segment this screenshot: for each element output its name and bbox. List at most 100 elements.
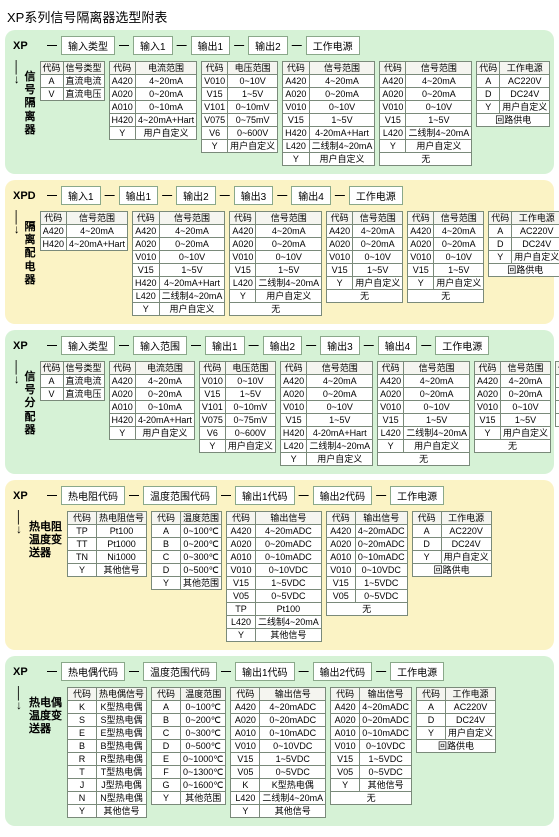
table-cell: 其他信号	[260, 805, 326, 818]
table-cell: 用户自定义	[434, 277, 484, 290]
table-row: G0~1600℃	[152, 779, 226, 792]
table-cell: DC24V	[500, 88, 550, 101]
table-header-cell: 输出信号	[260, 688, 326, 701]
table-cell: 回路供电	[489, 264, 559, 277]
table-row: Y其他范围	[152, 577, 222, 590]
dash: —	[221, 666, 231, 677]
table-cell: Y	[109, 127, 136, 140]
table-cell: DC24V	[441, 538, 491, 551]
table-cell: V05	[326, 590, 355, 603]
table-row: A0100~10mADC	[331, 727, 412, 740]
table-row: V151~5V	[133, 264, 225, 277]
table-header-cell: 代码	[283, 62, 310, 75]
table-cell: 无	[474, 440, 550, 453]
table-cell: 0~10mADC	[260, 727, 326, 740]
data-table: 代码信号范围A4204~20mAA0200~20mAV0100~10VV151~…	[280, 361, 373, 466]
header-box: 输出3	[320, 336, 360, 355]
table-cell: 0~20mA	[434, 238, 484, 251]
table-row: V151~5VDC	[231, 753, 326, 766]
table-cell: 用户自定义	[501, 427, 551, 440]
table-row: A4204~20mA	[378, 375, 470, 388]
table-row: NN型热电偶	[68, 792, 147, 805]
table-row: A4204~20mA	[133, 225, 225, 238]
table-row: DDC24V	[416, 714, 495, 727]
table-row: DDC24V	[489, 238, 559, 251]
table-cell: 0~10V	[228, 75, 278, 88]
table-row: A4204~20mA	[280, 375, 372, 388]
dash: —	[249, 340, 259, 351]
table-header-cell: 代码	[40, 362, 63, 375]
table-cell: 1~5V	[404, 414, 470, 427]
table-cell: 直流电压	[63, 88, 104, 101]
side-label: 隔离配电器	[25, 221, 36, 287]
table-row: V151~5V	[202, 88, 278, 101]
table-row: 回路供电	[412, 564, 491, 577]
table-row: V1010~10mV	[199, 401, 275, 414]
table-row: F0~1300℃	[152, 766, 226, 779]
table-row: V0100~10V	[199, 375, 275, 388]
table-row: L420二线制4~20mA	[380, 127, 472, 140]
table-cell: V010	[408, 251, 434, 264]
table-cell: A020	[280, 388, 307, 401]
table-cell: 0~20mADC	[260, 714, 326, 727]
table-cell: 0~10VDC	[360, 740, 412, 753]
dash: —	[234, 40, 244, 51]
table-header-cell: 输出信号	[256, 512, 322, 525]
table-cell: V15	[199, 388, 225, 401]
table-cell: V010	[331, 740, 360, 753]
dash: —	[376, 666, 386, 677]
table-cell: A010	[326, 551, 355, 564]
table-cell: D	[412, 538, 441, 551]
table-row: H4204~20mA+Hart	[109, 114, 197, 127]
table-row: V0100~10V	[280, 401, 372, 414]
table-cell: V010	[230, 251, 256, 264]
table-cell: 0~75mV	[228, 114, 278, 127]
table-row: Y其他信号	[331, 779, 412, 792]
table-row: A0200~20mA	[378, 388, 470, 401]
table-row: V050~5VDC	[231, 766, 326, 779]
tables-wrap: 代码热电阻信号TPPt100TTPt1000TNNi1000Y其他信号代码温度范…	[67, 511, 546, 642]
table-cell: S	[68, 714, 97, 727]
table-cell: H420	[283, 127, 310, 140]
table-header-cell: 温度范围	[181, 512, 222, 525]
table-row: L420二线制4~20mA	[378, 427, 470, 440]
table-row: 无	[230, 303, 322, 316]
table-header-cell: 代码	[68, 688, 97, 701]
table-cell: 无	[408, 290, 484, 303]
data-table: 代码工作电源AAC220VDDC24VY用户自定义回路供电	[488, 211, 559, 277]
table-row: KK型热电偶	[231, 779, 326, 792]
table-cell: 0~20mA	[256, 238, 322, 251]
table-cell: 0~600V	[225, 427, 275, 440]
table-cell: 1~5V	[501, 414, 551, 427]
dash: —	[364, 340, 374, 351]
table-cell: 0~20mA	[309, 88, 375, 101]
table-cell: 0~20mA	[159, 238, 225, 251]
table-cell: Pt100	[97, 525, 147, 538]
table-cell: 0~10V	[501, 401, 551, 414]
header-box: 输出1	[119, 186, 159, 205]
table-cell: 回路供电	[416, 740, 495, 753]
table-row: A0200~20mADC	[326, 538, 407, 551]
table-row: AAC220V	[412, 525, 491, 538]
table-cell: A010	[331, 727, 360, 740]
table-row: Y用户自定义	[202, 140, 278, 153]
table-cell: 1~5V	[353, 264, 403, 277]
table-cell: A020	[380, 88, 406, 101]
table-cell: H420	[40, 238, 67, 251]
table-row: BB型热电偶	[68, 740, 147, 753]
table-cell: 1~5V	[307, 414, 373, 427]
table-header-cell: 信号范围	[159, 212, 225, 225]
table-row: Y用户自定义	[109, 427, 194, 440]
table-cell: 0~10V	[406, 101, 472, 114]
header-box: 输入类型	[61, 36, 115, 55]
table-cell: 回路供电	[477, 114, 550, 127]
table-header-cell: 代码	[331, 688, 360, 701]
table-cell: 4~20mA+Hart	[159, 277, 225, 290]
table-row: A0200~20mA	[283, 88, 375, 101]
header-box: 热电偶代码	[61, 662, 125, 681]
dash: —	[376, 490, 386, 501]
dash: —	[335, 190, 345, 201]
table-row: A0200~20mA	[109, 88, 197, 101]
table-header-cell: 代码	[230, 212, 256, 225]
table-cell: Pt100	[256, 603, 322, 616]
